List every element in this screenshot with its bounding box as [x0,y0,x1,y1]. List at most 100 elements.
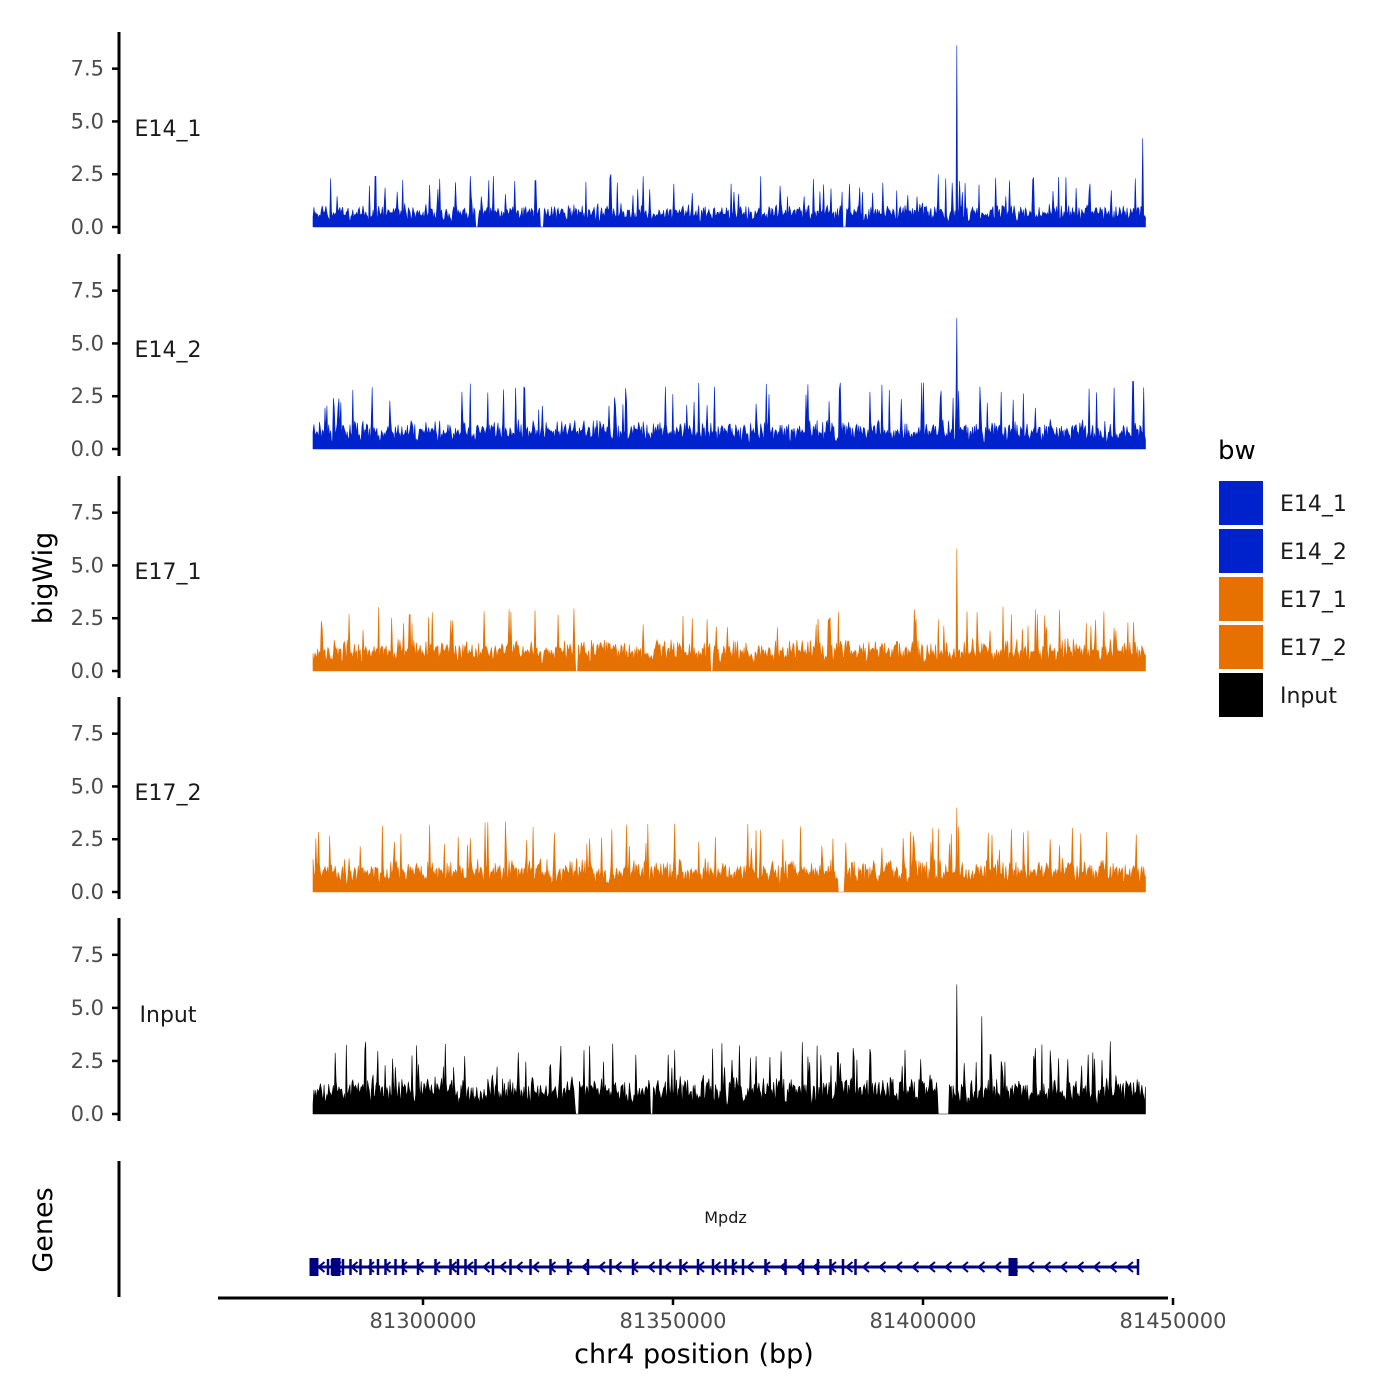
strand-arrow [927,1261,936,1273]
y-tick-label: 0.0 [71,880,104,904]
gene-exon [731,1259,735,1275]
gene-exon [464,1259,467,1275]
track-E17_2: 0.0 2.5 5.0 7.5 E17_2 [71,697,1146,904]
strand-arrow [712,1261,722,1273]
gene-exon [829,1259,832,1275]
gene-exon [491,1259,495,1275]
gene-exon [326,1259,330,1275]
strand-arrow [729,1261,738,1273]
gene-exon [416,1259,420,1275]
strand-arrow [465,1261,474,1273]
gene-exon [349,1259,352,1275]
legend-label: E14_2 [1280,540,1347,565]
strand-arrow [399,1261,408,1273]
strand-arrow [514,1261,524,1273]
gene-exon [529,1259,532,1275]
x-axis-title: chr4 position (bp) [574,1339,814,1370]
strand-arrow [762,1261,771,1273]
strand-arrow [976,1261,986,1273]
track-label: E17_2 [135,781,202,806]
strand-arrow [432,1261,441,1273]
gene-exon [376,1259,380,1275]
signal-area-E14_2 [312,318,1146,450]
gene-exon [456,1259,460,1275]
track-label: E17_1 [135,560,202,585]
gene-exon [509,1259,512,1275]
gene-exon [711,1259,715,1275]
y-tick-label: 7.5 [71,501,104,525]
y-tick-label: 7.5 [71,57,104,81]
gene-exon [854,1259,857,1275]
signal-area-Input [312,984,1146,1115]
strand-arrow [877,1261,887,1273]
gene-exon [1136,1259,1140,1275]
gene-exon [401,1259,405,1275]
gene-exon [331,1258,341,1276]
gene-exon [449,1259,452,1275]
gene-exon [631,1259,635,1275]
track-Input: 0.0 2.5 5.0 7.5 Input [71,918,1146,1126]
gene-exon [679,1259,682,1275]
x-tick-label: 81300000 [370,1309,477,1333]
strand-arrow [993,1261,1002,1273]
gene-exon [724,1259,727,1275]
strand-arrow [943,1261,953,1273]
x-axis: 81300000 81350000 81400000 81450000 [218,1296,1226,1333]
gene-exon [784,1259,787,1275]
gene-exon [369,1259,372,1275]
y-tick-label: 7.5 [71,722,104,746]
y-tick-label: 5.0 [71,331,104,355]
strand-arrow [646,1261,656,1273]
legend-key-E14_2 [1217,527,1265,575]
strand-arrow [795,1261,804,1273]
gene-exon [474,1259,477,1275]
gene-exon [394,1259,397,1275]
gene-exon [566,1259,570,1275]
strand-arrow [1075,1261,1085,1273]
strand-arrow [1108,1261,1118,1273]
gene-exon [1008,1258,1018,1276]
y-tick-label: 2.5 [71,1049,104,1073]
strand-arrow [663,1261,672,1273]
y-tick-label: 7.5 [71,279,104,303]
gene-exon [659,1259,662,1275]
gene-exon [434,1259,437,1275]
legend-key-Input [1217,671,1265,719]
gene-exon [384,1259,387,1275]
strand-arrow [910,1261,920,1273]
signal-area-E17_2 [312,807,1146,893]
legend-label: Input [1280,684,1337,709]
gene-exon [309,1258,319,1276]
gene-exon [741,1259,745,1275]
y-tick-label: 5.0 [71,109,104,133]
y-tick-label: 2.5 [71,384,104,408]
gene-exon [841,1259,845,1275]
strand-arrow [960,1261,969,1273]
strand-arrow [580,1261,590,1273]
signal-area-E17_1 [312,548,1146,672]
gene-exon [586,1259,590,1275]
gene-exon [549,1259,552,1275]
strand-arrow [564,1261,573,1273]
strand-arrow [861,1261,870,1273]
strand-arrow [1042,1261,1052,1273]
y-tick-label: 5.0 [71,774,104,798]
gene-exon [341,1259,345,1275]
strand-arrow [366,1261,375,1273]
gene-name-label: Mpdz [704,1208,747,1227]
track-label: E14_2 [135,338,202,363]
legend-label: E17_2 [1280,636,1347,661]
strand-arrow [531,1261,540,1273]
bigwig-tracks: 0.0 2.5 5.0 7.5 E14_1 0.0 2.5 5.0 7.5 E14_2 0.0 2.5… [71,32,1146,1126]
legend-key-E17_2 [1217,623,1265,671]
legend: bw E14_1 E14_2 E17_1 E17_2 Input [1217,436,1347,719]
y-tick-label: 2.5 [71,827,104,851]
legend-label: E17_1 [1280,588,1347,613]
y-tick-label: 2.5 [71,606,104,630]
track-label: E14_1 [135,117,202,142]
strand-arrow [481,1261,491,1273]
strand-arrow [597,1261,606,1273]
track-E14_1: 0.0 2.5 5.0 7.5 E14_1 [71,32,1146,239]
strand-arrow [613,1261,623,1273]
